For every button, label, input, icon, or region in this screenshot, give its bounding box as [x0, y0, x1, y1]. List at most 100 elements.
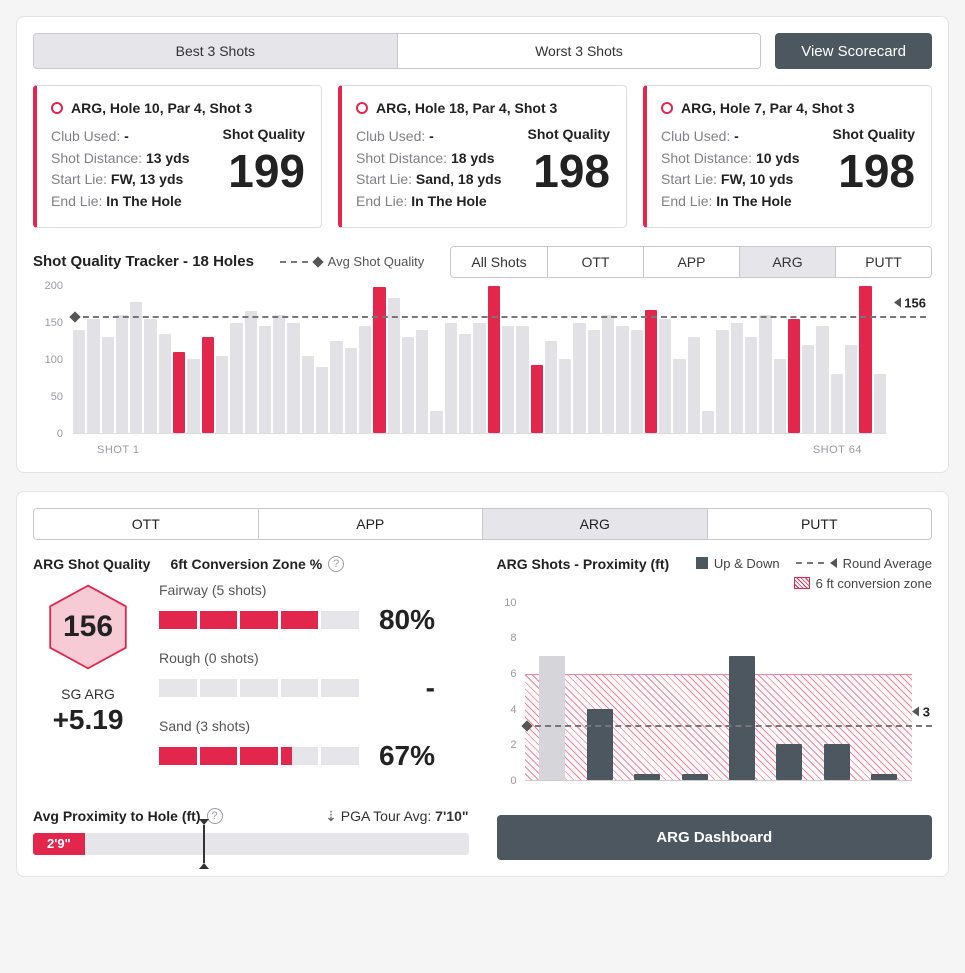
hex-value: 156 [43, 582, 133, 672]
card-title: ARG, Hole 7, Par 4, Shot 3 [661, 100, 915, 116]
conv-segment [240, 611, 278, 629]
filter-arg[interactable]: ARG [739, 247, 835, 277]
triangle-left-icon [830, 558, 837, 568]
tracker-bar [488, 286, 500, 433]
prox-bar [587, 709, 613, 780]
tracker-bar [459, 334, 471, 433]
tracker-bar [616, 326, 628, 433]
prox-y-tick: 0 [510, 775, 516, 787]
conv-segment [240, 747, 278, 765]
card-details: Club Used: - Shot Distance: 10 yds Start… [661, 126, 800, 213]
tracker-bar [716, 330, 728, 433]
prox-y-axis: 0246810 [497, 603, 521, 781]
top-tab-row: Best 3 ShotsWorst 3 Shots View Scorecard [33, 33, 932, 69]
tracker-avg-label: 156 [894, 296, 926, 311]
filter-putt[interactable]: PUTT [835, 247, 931, 277]
prox-y-tick: 10 [504, 597, 516, 609]
sg-label: SG ARG [33, 686, 143, 702]
view-scorecard-button[interactable]: View Scorecard [775, 33, 932, 69]
arg-shot-quality-title: ARG Shot Quality [33, 556, 150, 572]
proximity-header: Avg Proximity to Hole (ft) ? ⇣ PGA Tour … [33, 808, 469, 825]
conv-bar [159, 679, 359, 697]
card-details: Club Used: - Shot Distance: 18 yds Start… [356, 126, 502, 213]
tracker-bar [345, 348, 357, 433]
shots-tab[interactable]: Best 3 Shots [34, 34, 397, 68]
conversion-zone-title: 6ft Conversion Zone % [170, 556, 322, 572]
filter-ott[interactable]: OTT [547, 247, 643, 277]
conv-label: Rough (0 shots) [159, 650, 469, 666]
conv-segment [200, 747, 238, 765]
avg-quality-legend: Avg Shot Quality [280, 254, 425, 269]
conv-label: Fairway (5 shots) [159, 582, 469, 598]
updown-swatch-icon [696, 557, 708, 569]
x-first-label: SHOT 1 [97, 444, 140, 456]
shots-tab-group: Best 3 ShotsWorst 3 Shots [33, 33, 761, 69]
prox-y-tick: 6 [510, 668, 516, 680]
diamond-icon [312, 256, 323, 267]
tracker-bar [144, 319, 156, 433]
conv-segment [321, 679, 359, 697]
tracker-bar [659, 319, 671, 433]
prox-legend: Up & Down Round Average [696, 556, 932, 571]
tracker-avg-value: 156 [904, 296, 926, 311]
conversion-item: Rough (0 shots) - [159, 650, 469, 704]
help-icon[interactable]: ? [328, 556, 344, 572]
shot-quality-box: Shot Quality 199 [223, 126, 305, 213]
prox-y-tick: 8 [510, 632, 516, 644]
lower-tab-putt[interactable]: PUTT [707, 509, 932, 539]
tracker-bar [102, 337, 114, 433]
avg-proximity-label: Avg Proximity to Hole (ft) [33, 808, 201, 824]
tracker-bar [316, 367, 328, 433]
help-icon[interactable]: ? [207, 808, 223, 824]
dash-swatch-icon [796, 562, 824, 564]
tracker-bar [802, 345, 814, 433]
conv-segment [159, 747, 197, 765]
conversion-item: Fairway (5 shots) 80% [159, 582, 469, 636]
shots-tab[interactable]: Worst 3 Shots [397, 34, 761, 68]
prox-bar [682, 774, 708, 779]
tracker-bar [130, 302, 142, 433]
conv-segment [281, 747, 319, 765]
triangle-left-icon [912, 706, 919, 716]
lower-tab-ott[interactable]: OTT [34, 509, 258, 539]
dash-swatch-icon [280, 261, 308, 263]
prox-avg-line [525, 725, 933, 727]
tracker-bar [745, 337, 757, 433]
lower-panel: OTTAPPARGPUTT ARG Shot Quality 6ft Conve… [16, 491, 949, 877]
prox-bar [824, 744, 850, 779]
right-column: ARG Shots - Proximity (ft) Up & Down Rou… [497, 556, 933, 860]
left-headings: ARG Shot Quality 6ft Conversion Zone % ? [33, 556, 469, 572]
tracker-header: Shot Quality Tracker - 18 Holes Avg Shot… [33, 246, 932, 278]
lower-tab-app[interactable]: APP [258, 509, 483, 539]
tracker-bar [402, 337, 414, 433]
conv-segment [281, 611, 319, 629]
tracker-bar [702, 411, 714, 433]
tracker-bar [816, 326, 828, 433]
conv-bar [159, 747, 359, 765]
left-top-row: 156 SG ARG +5.19 Fairway (5 shots) 80% Ro… [33, 582, 469, 786]
triangle-left-icon [894, 298, 901, 308]
prox-bar [729, 656, 755, 780]
shot-card: ARG, Hole 7, Par 4, Shot 3 Club Used: - … [643, 85, 932, 228]
conv-segment [240, 679, 278, 697]
y-tick: 100 [45, 354, 63, 366]
prox-bar [634, 774, 660, 779]
proximity-chart: 0246810 3 [497, 603, 933, 803]
filter-all-shots[interactable]: All Shots [451, 247, 547, 277]
lower-tab-arg[interactable]: ARG [482, 509, 707, 539]
tracker-bar [588, 330, 600, 433]
hex-column: 156 SG ARG +5.19 [33, 582, 143, 786]
tracker-title: Shot Quality Tracker - 18 Holes [33, 253, 254, 270]
card-details: Club Used: - Shot Distance: 13 yds Start… [51, 126, 190, 213]
prox-avg-value: 3 [923, 704, 930, 719]
quality-hexagon: 156 [43, 582, 133, 672]
tracker-bar [230, 323, 242, 433]
top-panel: Best 3 ShotsWorst 3 Shots View Scorecard… [16, 16, 949, 473]
tracker-bar [859, 286, 871, 433]
tracker-bar [874, 374, 886, 433]
filter-app[interactable]: APP [643, 247, 739, 277]
arg-dashboard-button[interactable]: ARG Dashboard [497, 815, 933, 860]
card-title: ARG, Hole 10, Par 4, Shot 3 [51, 100, 305, 116]
prox-bars [525, 603, 913, 780]
tracker-bars [73, 286, 886, 434]
